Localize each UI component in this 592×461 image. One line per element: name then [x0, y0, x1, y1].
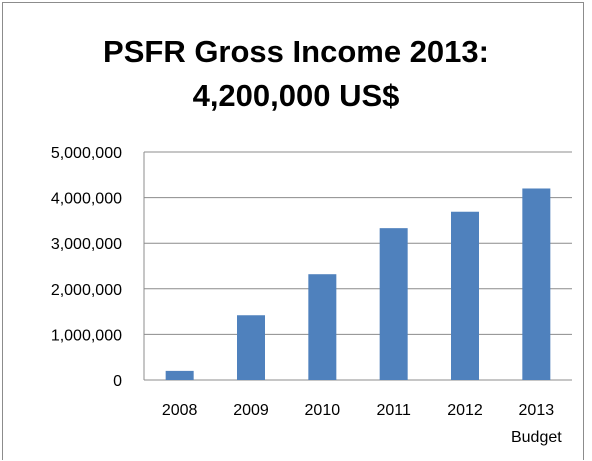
y-tick-label: 3,000,000	[51, 236, 122, 253]
x-tick-label: 2008	[162, 402, 198, 419]
x-tick-label: 2012	[447, 402, 483, 419]
x-tick-label: 2011	[376, 402, 411, 419]
y-tick-label: 5,000,000	[51, 145, 122, 162]
bar	[237, 315, 265, 380]
bar	[522, 188, 550, 380]
y-tick-label: 1,000,000	[51, 327, 122, 344]
y-tick-label: 0	[113, 373, 122, 390]
bar	[380, 228, 408, 380]
x-tick-label: 2010	[305, 402, 341, 419]
bar	[166, 371, 194, 380]
bar	[451, 212, 479, 380]
bar	[308, 274, 336, 380]
x-tick-label: 2009	[233, 402, 269, 419]
y-tick-label: 2,000,000	[51, 282, 122, 299]
x-tick-label: 2013	[519, 402, 555, 419]
x-tick-sublabel: Budget	[511, 429, 562, 446]
y-tick-label: 4,000,000	[51, 191, 122, 208]
